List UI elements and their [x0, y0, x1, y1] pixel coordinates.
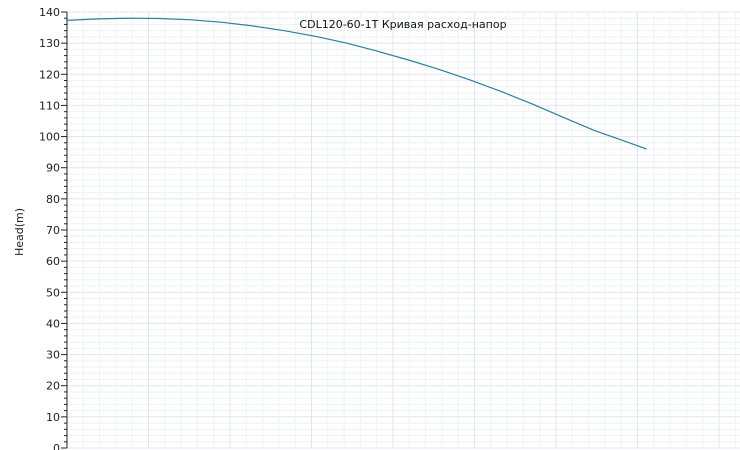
y-axis-title: Head(m)	[13, 208, 26, 256]
y-tick-label: 70	[46, 224, 60, 237]
grid	[66, 11, 740, 449]
y-tick-label: 100	[39, 131, 60, 144]
series-layer	[66, 17, 647, 150]
chart-title: CDL120-60-1T Кривая расход-напор	[299, 18, 506, 31]
y-tick-label: 50	[46, 286, 60, 299]
y-tick-label: 40	[46, 317, 60, 330]
series-line-0	[66, 17, 647, 150]
y-tick-label: 90	[46, 162, 60, 175]
y-tick-label: 80	[46, 193, 60, 206]
y-tick-label: 10	[46, 411, 60, 424]
y-tick-label: 30	[46, 349, 60, 362]
y-tick-label: 20	[46, 380, 60, 393]
y-tick-label: 60	[46, 255, 60, 268]
y-tick-label: 130	[39, 37, 60, 50]
y-tick-label: 140	[39, 6, 60, 19]
y-tick-label: 0	[53, 442, 60, 450]
y-tick-label: 120	[39, 68, 60, 81]
y-tick-label: 110	[39, 99, 60, 112]
y-axis: 0 10 20 30 40 50 60 70 80 90 100 110 120 130 140	[39, 6, 68, 450]
